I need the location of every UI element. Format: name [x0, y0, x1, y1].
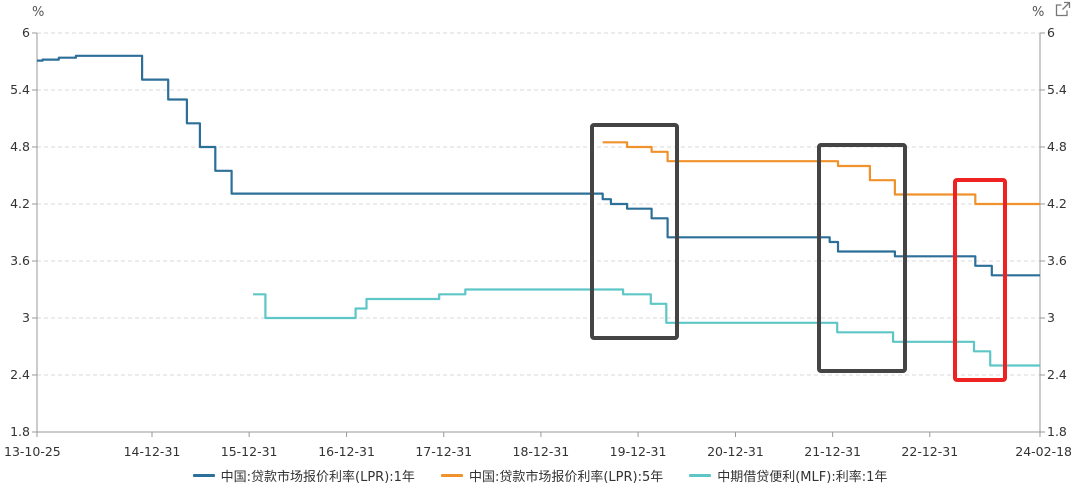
series-line-0 — [37, 54, 1040, 277]
x-tick-label: 15-12-31 — [221, 444, 278, 459]
right-unit-label: % — [1032, 5, 1044, 20]
highlight-box-2023 — [953, 178, 1007, 382]
legend-label-lpr-5y: 中国:贷款市场报价利率(LPR):5年 — [468, 470, 664, 485]
series-line-1 — [602, 141, 1040, 206]
series-line-2 — [253, 288, 1040, 367]
y-tick-label-right: 4.2 — [1047, 196, 1067, 211]
y-tick-label-left: 1.8 — [10, 424, 30, 439]
x-tick-label: 19-12-31 — [610, 444, 667, 459]
y-tick-label-left: 2.4 — [10, 367, 30, 382]
left-unit-label: % — [32, 5, 44, 20]
highlight-box-2019 — [590, 123, 679, 340]
legend-label-mlf-1y: 中期借贷便利(MLF):利率:1年 — [717, 470, 888, 485]
x-tick-label: 17-12-31 — [415, 444, 472, 459]
y-tick-label-left: 4.2 — [10, 196, 30, 211]
x-tick-label: 20-12-31 — [707, 444, 764, 459]
y-tick-label-right: 4.8 — [1047, 139, 1067, 154]
legend-swatch-mlf-1y — [689, 474, 712, 477]
y-tick-label-left: 6 — [22, 25, 30, 40]
y-tick-label-left: 4.8 — [10, 139, 30, 154]
x-tick-label: 16-12-31 — [318, 444, 375, 459]
legend-item-lpr-5y[interactable]: 中国:贷款市场报价利率(LPR):5年 — [440, 466, 664, 485]
grid-lines — [37, 32, 1040, 376]
y-tick-label-left: 3 — [22, 310, 30, 325]
legend: 中国:贷款市场报价利率(LPR):1年 中国:贷款市场报价利率(LPR):5年 … — [0, 466, 1080, 485]
x-tick-label: 22-12-31 — [901, 444, 958, 459]
legend-swatch-lpr-5y — [440, 474, 463, 477]
y-tick-label-left: 3.6 — [10, 253, 30, 268]
legend-swatch-lpr-1y — [192, 474, 215, 477]
legend-item-mlf-1y[interactable]: 中期借贷便利(MLF):利率:1年 — [689, 466, 887, 485]
legend-label-lpr-1y: 中国:贷款市场报价利率(LPR):1年 — [220, 470, 415, 485]
x-tick-label: 18-12-31 — [513, 444, 570, 459]
y-tick-label-right: 6 — [1047, 25, 1055, 40]
axes: 1.8 1.8 2.4 2.4 3 3 3.6 3.6 4.2 4.2 4.8 4.8 5.4 5.4 6 6… — [4, 25, 1072, 459]
y-tick-label-right: 5.4 — [1047, 82, 1067, 97]
x-tick-label: 13-10-25 — [4, 444, 61, 459]
x-tick-label: 24-02-18 — [1015, 444, 1072, 459]
external-link-icon[interactable] — [1055, 1, 1071, 17]
y-tick-label-right: 1.8 — [1047, 424, 1067, 439]
y-tick-label-right: 3.6 — [1047, 253, 1067, 268]
line-chart: % % 1.8 1.8 2.4 2.4 3 3 3.6 3.6 4.2 4.2 4.8 4.8 5.4 5… — [4, 5, 1072, 459]
highlight-boxes — [590, 123, 1007, 382]
x-tick-label: 21-12-31 — [804, 444, 861, 459]
x-tick-label: 14-12-31 — [124, 444, 181, 459]
legend-item-lpr-1y[interactable]: 中国:贷款市场报价利率(LPR):1年 — [192, 466, 415, 485]
highlight-box-2022 — [817, 143, 907, 373]
y-tick-label-right: 3 — [1047, 310, 1055, 325]
y-tick-label-right: 2.4 — [1047, 367, 1067, 382]
series-lines — [37, 54, 1040, 367]
y-tick-label-left: 5.4 — [10, 82, 30, 97]
